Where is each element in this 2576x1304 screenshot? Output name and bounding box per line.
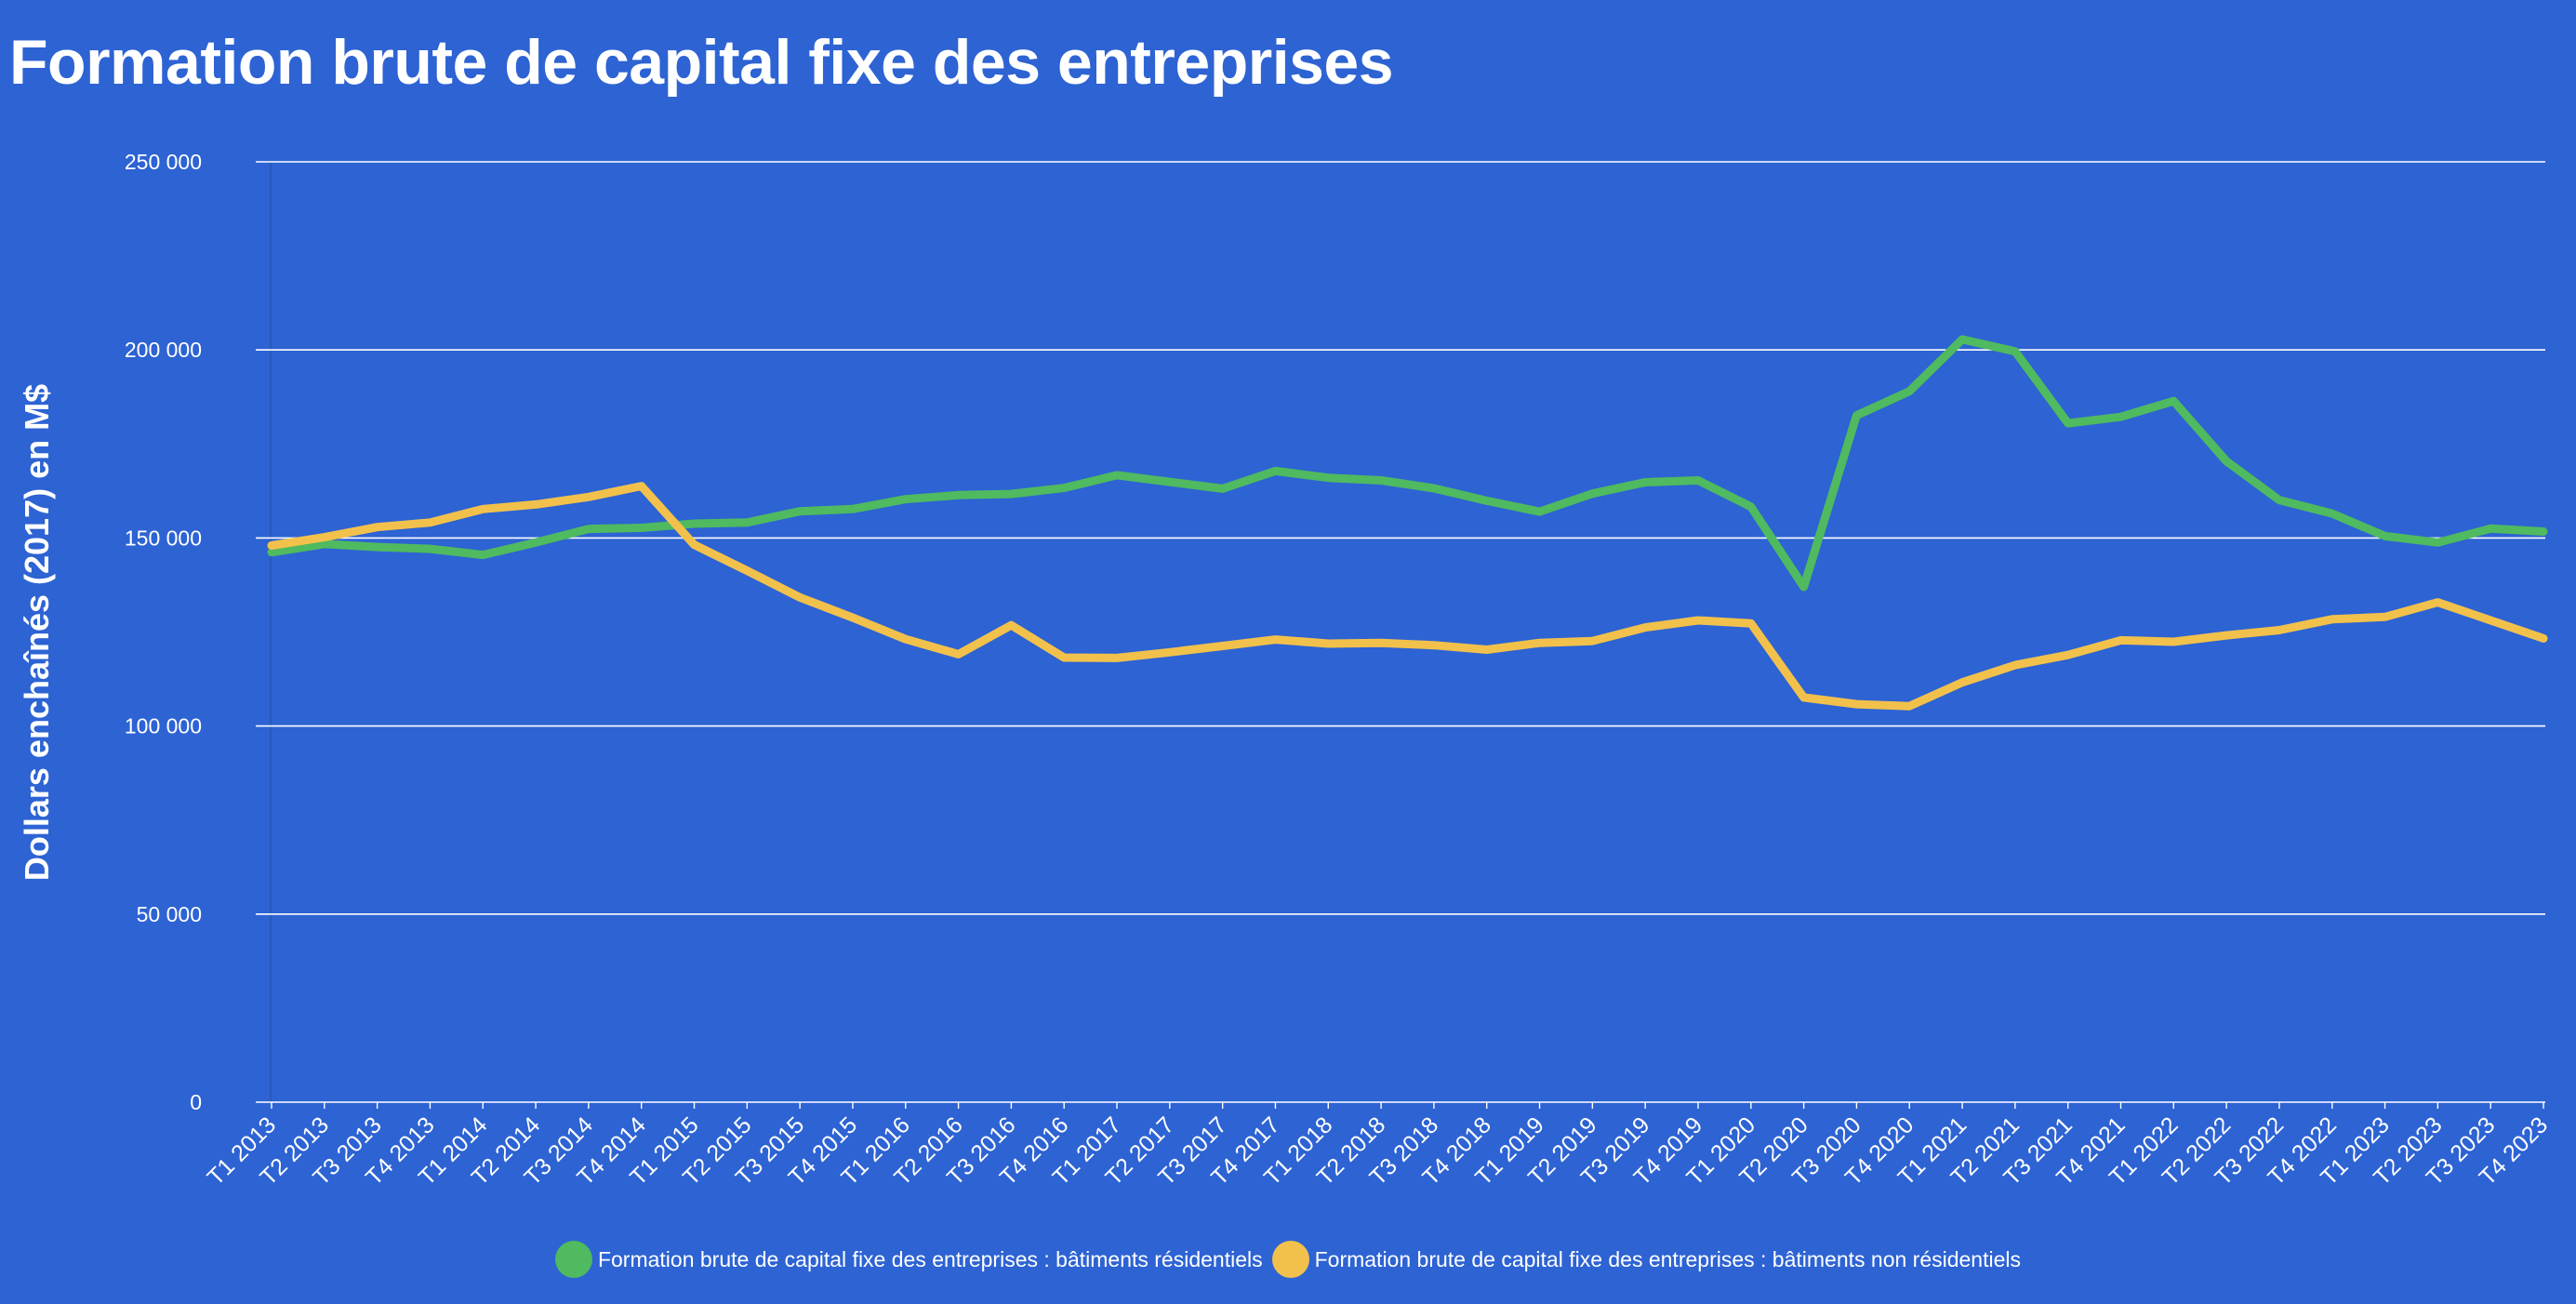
- legend-label: Formation brute de capital fixe des entr…: [1314, 1246, 2022, 1271]
- y-tick-label: 50 000: [137, 902, 202, 926]
- legend-item-2: Formation brute de capital fixe des entr…: [1271, 1241, 2022, 1278]
- series-line-2: [267, 482, 2548, 711]
- y-tick-label: 0: [190, 1090, 202, 1114]
- legend-swatch: [1271, 1241, 1309, 1278]
- legend-label: Formation brute de capital fixe des entr…: [597, 1246, 1263, 1271]
- chart-title: Formation brute de capital fixe des entr…: [9, 27, 1394, 98]
- y-axis-ticks: 0 50 000 100 000 150 000 200 000 250 000: [125, 150, 202, 1114]
- legend-item-1: Formation brute de capital fixe des entr…: [554, 1241, 1263, 1278]
- legend: Formation brute de capital fixe des entr…: [0, 1241, 2576, 1278]
- series-group: [267, 335, 2548, 711]
- legend-swatch: [554, 1241, 592, 1278]
- line-chart: 0 50 000 100 000 150 000 200 000 250 000 T1 2…: [125, 150, 2553, 1191]
- grid-lines: [256, 161, 2545, 1103]
- y-tick-label: 150 000: [125, 526, 202, 550]
- series-line-1: [267, 335, 2548, 592]
- y-tick-label: 250 000: [125, 150, 202, 174]
- y-tick-label: 200 000: [125, 338, 202, 362]
- y-tick-label: 100 000: [125, 714, 202, 738]
